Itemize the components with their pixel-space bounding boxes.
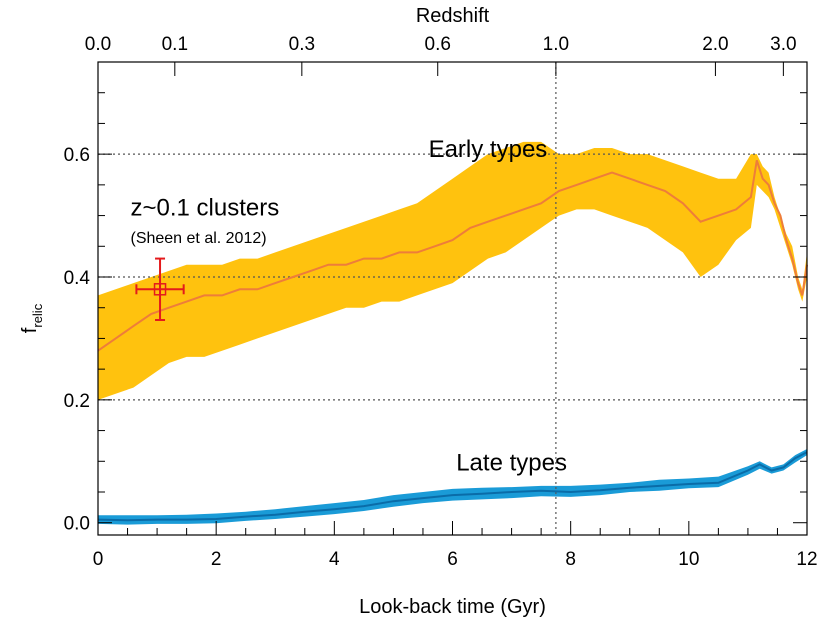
x-tick-label-10: 10: [678, 549, 699, 570]
top-tick-label-0-1: 0.1: [162, 34, 188, 55]
top-tick-label-0-6: 0.6: [425, 34, 451, 55]
early-types-band: [98, 141, 807, 400]
y-tick-label-0-6: 0.6: [64, 145, 90, 166]
reference-point-layer: [135, 257, 185, 321]
annotation-sheen-et-al-2012: (Sheen et al. 2012): [130, 230, 266, 247]
annotation-z-0-1-clusters: z~0.1 clusters: [130, 195, 279, 222]
y-axis-title: frelic: [19, 303, 45, 333]
x-tick-label-2: 2: [211, 549, 222, 570]
early-types-median-line: [97, 159, 808, 352]
y-axis-title-subscript: relic: [30, 303, 45, 327]
annotation-late-types: Late types: [456, 450, 567, 477]
x-tick-label-6: 6: [447, 549, 458, 570]
top-tick-label-0-0: 0.0: [85, 34, 111, 55]
y-tick-label-0-2: 0.2: [64, 391, 90, 412]
top-tick-label-1-0: 1.0: [543, 34, 569, 55]
annotation-early-types: Early types: [429, 136, 548, 163]
top-tick-label-0-3: 0.3: [289, 34, 315, 55]
y-tick-label-0-4: 0.4: [64, 268, 91, 289]
late-types-band: [98, 449, 807, 525]
grid-layer: [98, 62, 807, 535]
x-axis-title: Look-back time (Gyr): [359, 596, 546, 618]
x-tick-label-12: 12: [796, 549, 817, 570]
top-tick-label-3-0: 3.0: [770, 34, 796, 55]
x-tick-label-4: 4: [329, 549, 340, 570]
y-tick-label-0-0: 0.0: [64, 514, 90, 535]
x-tick-label-0: 0: [93, 549, 104, 570]
top-tick-label-2-0: 2.0: [702, 34, 728, 55]
lines-layer: [97, 159, 808, 522]
text-layer: 0 2 4 6 8 10 12 0.0 0.1 0.3 0.6 1.0 2.0 3.0 0.0 0.2 0.4 0…: [19, 5, 818, 618]
bands-layer: [98, 141, 807, 525]
reference-point-marker: [153, 283, 167, 296]
x-tick-label-8: 8: [565, 549, 576, 570]
late-types-median-line: [97, 451, 808, 522]
frame-layer: [97, 61, 808, 536]
y-axis-title-main: f: [19, 327, 41, 333]
top-axis-title: Redshift: [416, 5, 490, 27]
